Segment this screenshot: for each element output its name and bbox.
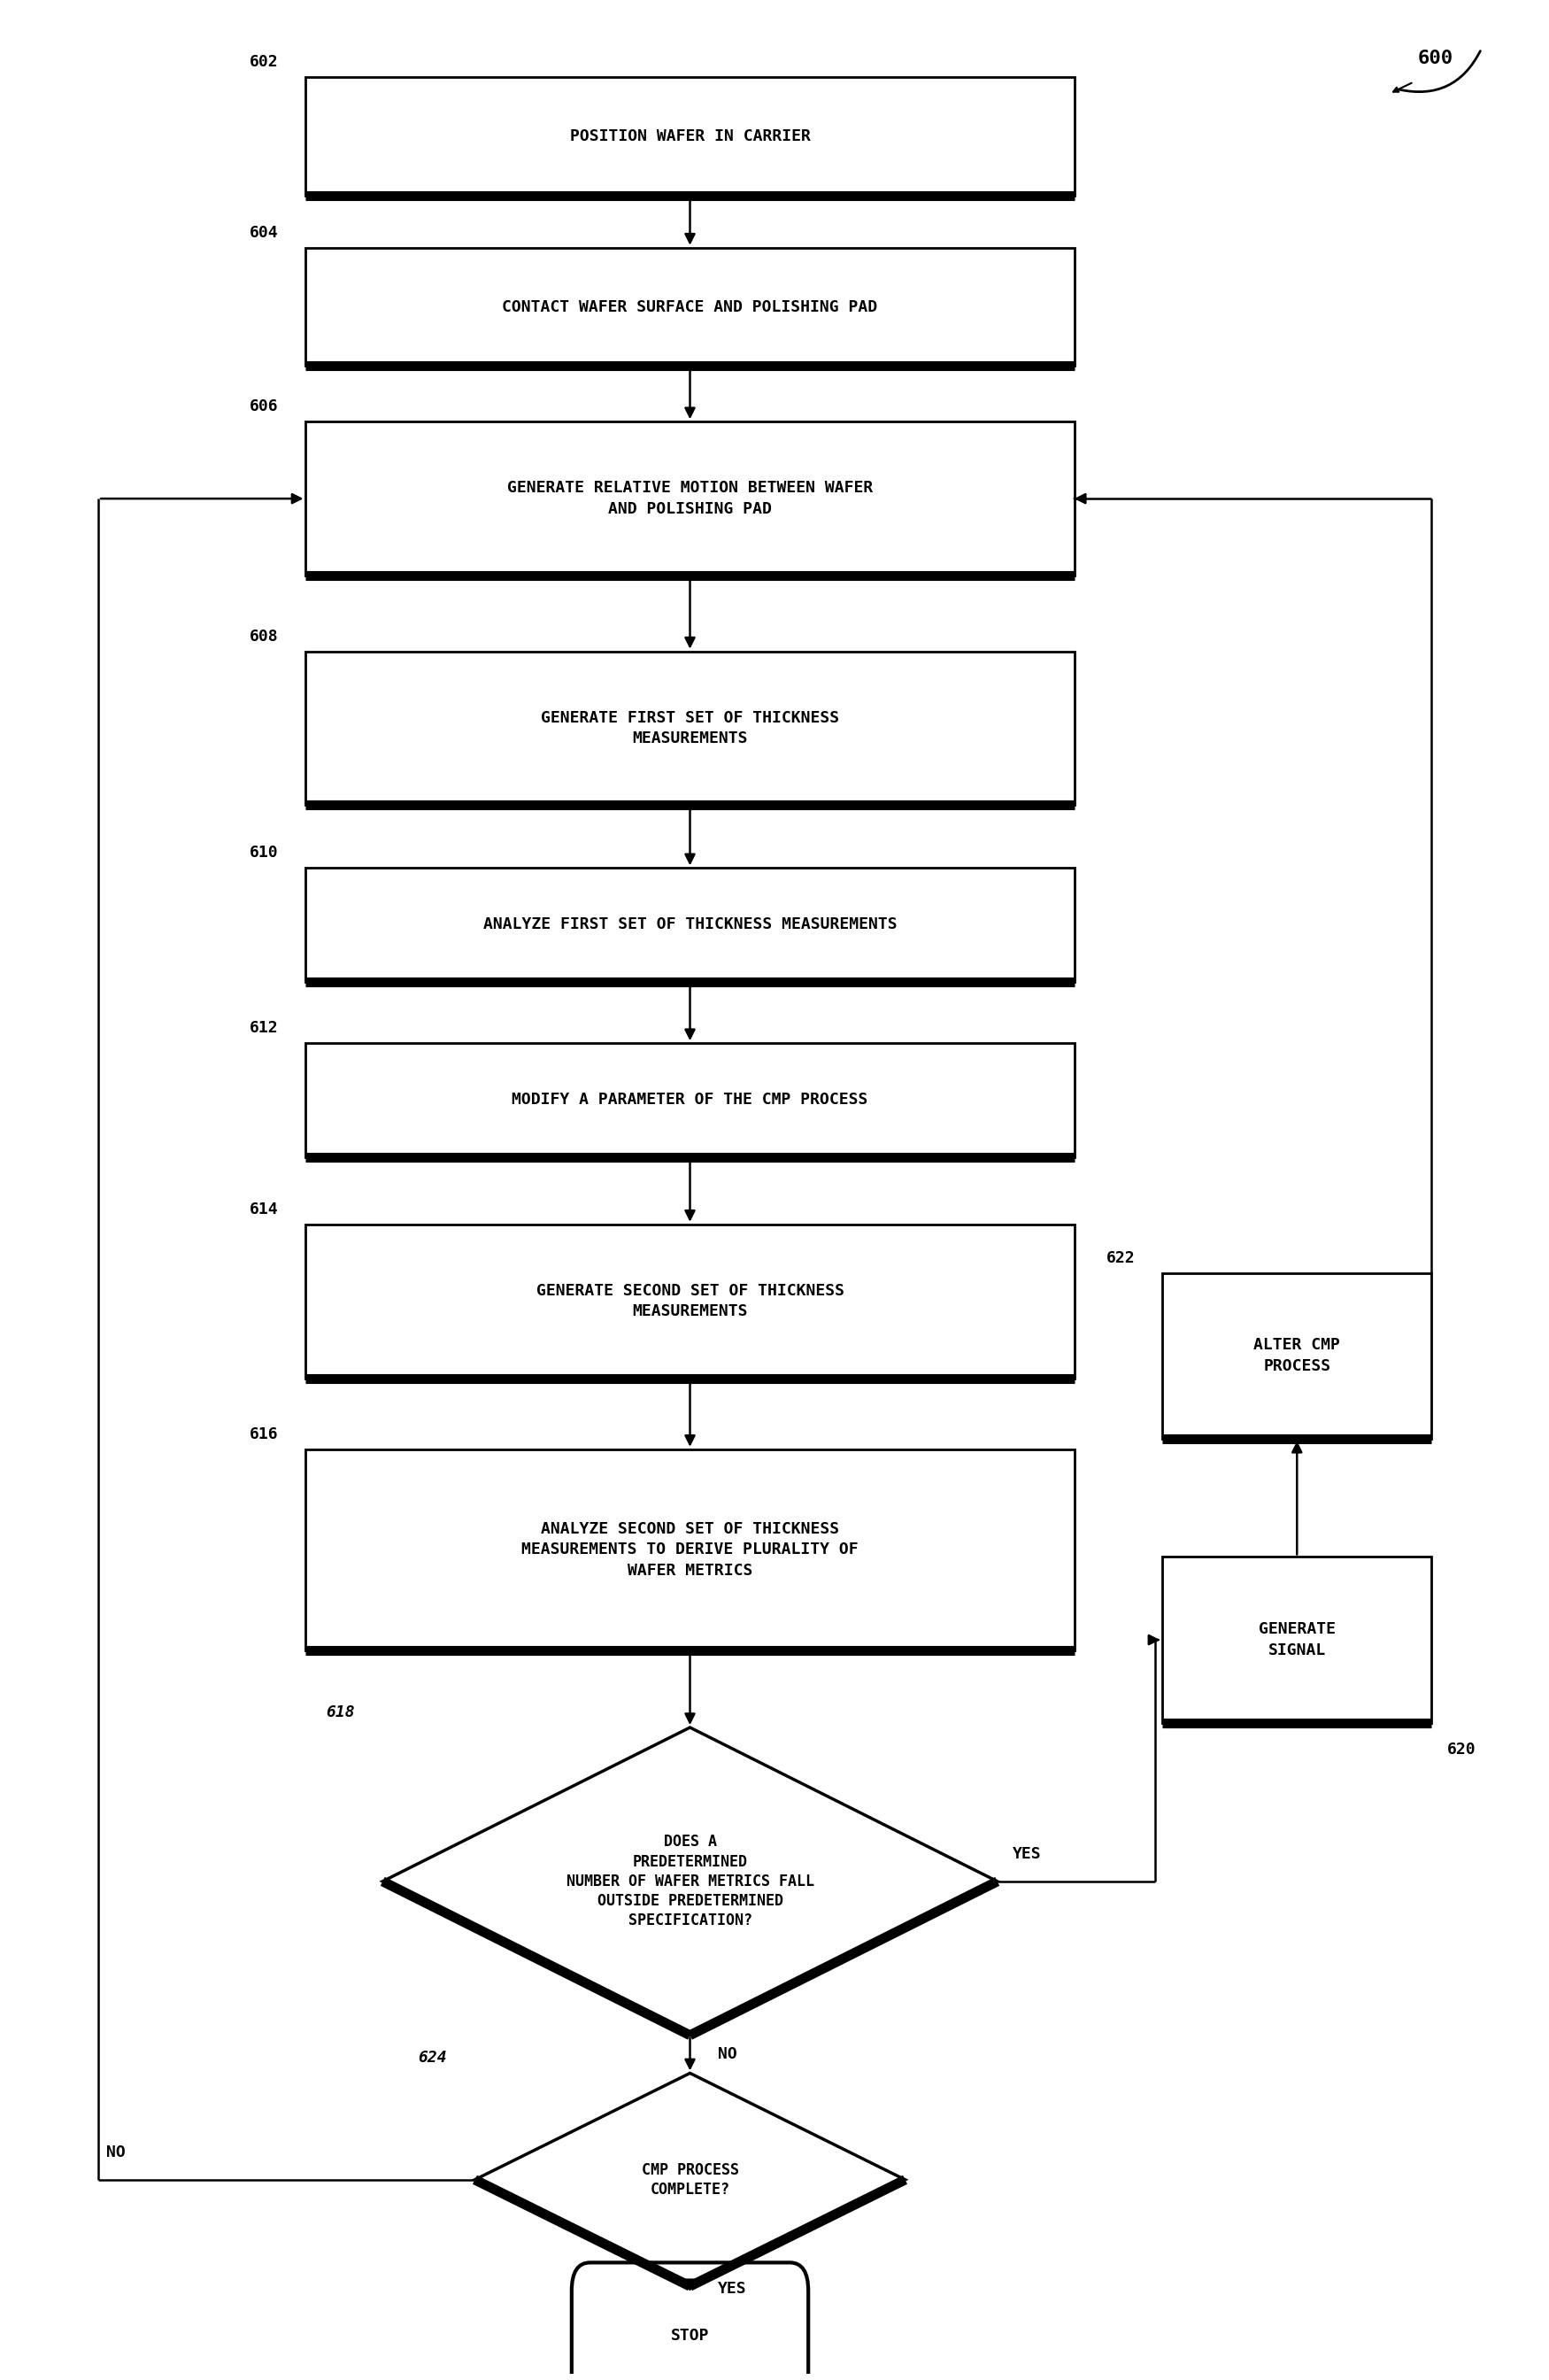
FancyBboxPatch shape [305, 869, 1073, 981]
Text: NO: NO [105, 2144, 125, 2161]
Text: 612: 612 [249, 1021, 279, 1035]
Text: 614: 614 [249, 1202, 279, 1216]
FancyBboxPatch shape [305, 421, 1073, 576]
Text: GENERATE SECOND SET OF THICKNESS
MEASUREMENTS: GENERATE SECOND SET OF THICKNESS MEASURE… [536, 1283, 844, 1319]
Text: POSITION WAFER IN CARRIER: POSITION WAFER IN CARRIER [570, 129, 810, 145]
Text: 622: 622 [1106, 1250, 1135, 1266]
FancyBboxPatch shape [305, 652, 1073, 804]
FancyBboxPatch shape [305, 248, 1073, 367]
Text: GENERATE
SIGNAL: GENERATE SIGNAL [1258, 1621, 1335, 1659]
Text: CONTACT WAFER SURFACE AND POLISHING PAD: CONTACT WAFER SURFACE AND POLISHING PAD [502, 300, 878, 314]
Text: 616: 616 [249, 1426, 279, 1442]
Text: ALTER CMP
PROCESS: ALTER CMP PROCESS [1253, 1338, 1340, 1373]
FancyBboxPatch shape [305, 76, 1073, 195]
Text: CMP PROCESS
COMPLETE?: CMP PROCESS COMPLETE? [641, 2161, 739, 2197]
FancyBboxPatch shape [1162, 1273, 1431, 1438]
Polygon shape [383, 1728, 998, 2035]
FancyBboxPatch shape [305, 1449, 1073, 1649]
Text: ANALYZE SECOND SET OF THICKNESS
MEASUREMENTS TO DERIVE PLURALITY OF
WAFER METRIC: ANALYZE SECOND SET OF THICKNESS MEASUREM… [522, 1521, 858, 1578]
Text: 620: 620 [1447, 1742, 1476, 1756]
Text: YES: YES [1013, 1847, 1041, 1864]
Text: 624: 624 [418, 2049, 448, 2066]
FancyArrowPatch shape [1399, 50, 1481, 93]
FancyBboxPatch shape [305, 1042, 1073, 1157]
Text: GENERATE RELATIVE MOTION BETWEEN WAFER
AND POLISHING PAD: GENERATE RELATIVE MOTION BETWEEN WAFER A… [507, 481, 874, 516]
Text: ANALYZE FIRST SET OF THICKNESS MEASUREMENTS: ANALYZE FIRST SET OF THICKNESS MEASUREME… [483, 916, 897, 933]
Text: 608: 608 [249, 628, 279, 645]
Text: NO: NO [717, 2047, 737, 2061]
Text: DOES A
PREDETERMINED
NUMBER OF WAFER METRICS FALL
OUTSIDE PREDETERMINED
SPECIFIC: DOES A PREDETERMINED NUMBER OF WAFER MET… [565, 1835, 813, 1928]
Text: 602: 602 [249, 55, 279, 69]
FancyBboxPatch shape [305, 1223, 1073, 1378]
FancyBboxPatch shape [1162, 1557, 1431, 1723]
Text: MODIFY A PARAMETER OF THE CMP PROCESS: MODIFY A PARAMETER OF THE CMP PROCESS [511, 1092, 867, 1109]
Text: 610: 610 [249, 845, 279, 862]
Text: 606: 606 [249, 397, 279, 414]
Text: YES: YES [717, 2280, 747, 2297]
Text: 604: 604 [249, 224, 279, 240]
Text: STOP: STOP [671, 2328, 709, 2344]
Polygon shape [476, 2073, 905, 2287]
Text: GENERATE FIRST SET OF THICKNESS
MEASUREMENTS: GENERATE FIRST SET OF THICKNESS MEASUREM… [541, 709, 840, 747]
Text: 618: 618 [327, 1704, 355, 1721]
FancyBboxPatch shape [572, 2263, 809, 2380]
Text: 600: 600 [1417, 50, 1453, 67]
